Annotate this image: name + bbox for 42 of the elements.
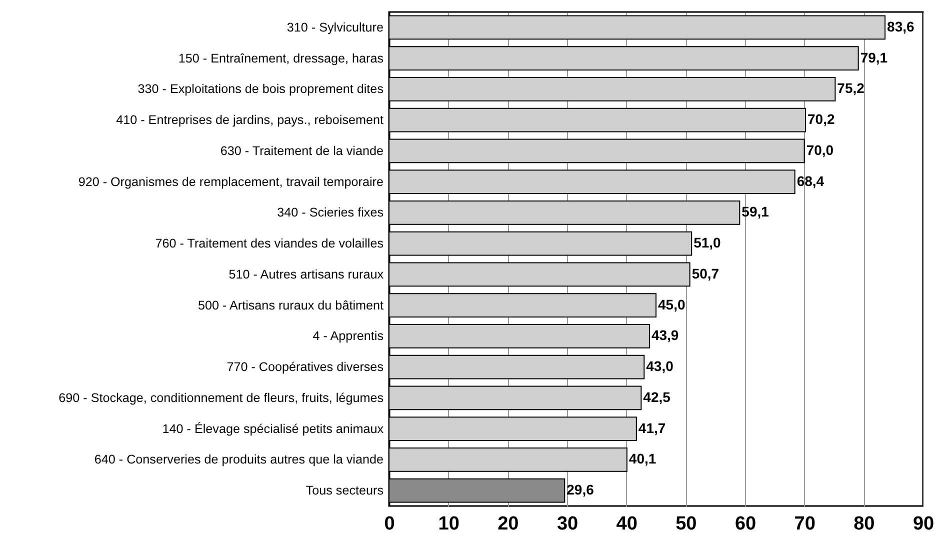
data-label: 70,0 [806, 142, 834, 158]
y-tick-label: 770 - Coopératives diverses [226, 360, 384, 374]
y-tick-label: 330 - Exploitations de bois proprement dites [138, 82, 384, 96]
y-tick-label: 760 - Traitement des viandes de volailles [155, 236, 384, 251]
y-tick-label: 630 - Traitement de la viande [220, 144, 384, 158]
x-tick-label: 20 [498, 514, 519, 534]
data-label: 29,6 [566, 482, 594, 498]
x-tick-label: 10 [438, 514, 460, 534]
x-tick-label: 70 [794, 514, 816, 534]
data-label: 59,1 [742, 204, 770, 220]
y-tick-label: 340 - Scieries fixes [277, 206, 384, 220]
y-tick-label: 920 - Organismes de remplacement, travail temporaire [78, 174, 384, 189]
data-label: 43,0 [646, 358, 674, 374]
x-tick-label: 0 [384, 514, 395, 534]
y-tick-label: 150 - Entraînement, dressage, haras [178, 51, 384, 66]
data-label: 41,7 [638, 420, 666, 436]
data-label: 79,1 [860, 49, 888, 66]
data-label: 70,2 [808, 111, 835, 128]
x-tick-label: 80 [854, 514, 875, 534]
x-tick-label: 30 [556, 514, 578, 534]
x-tick-label: 90 [912, 514, 934, 534]
y-tick-label: 410 - Entreprises de jardins, pays., reboisement [116, 113, 384, 128]
data-label: 50,7 [692, 265, 720, 282]
x-tick-label: 40 [616, 514, 638, 534]
data-label: 68,4 [796, 172, 824, 189]
y-tick-label: 4 - Apprentis [312, 329, 384, 344]
y-tick-label: 500 - Artisans ruraux du bâtiment [198, 298, 384, 312]
y-tick-label: Tous secteurs [306, 484, 384, 498]
y-tick-label: 310 - Sylviculture [286, 20, 384, 34]
y-tick-label: 640 - Conserveries de produits autres que la viande [94, 452, 384, 467]
data-label: 42,5 [643, 388, 671, 405]
y-tick-label: 140 - Élevage spécialisé petits animaux [162, 422, 384, 436]
data-label: 75,2 [837, 80, 865, 96]
data-label: 51,0 [694, 234, 722, 251]
data-label: 43,9 [651, 327, 679, 344]
data-label: 40,1 [628, 450, 656, 467]
y-tick-label: 690 - Stockage, conditionnement de fleurs, fruits, légumes [58, 390, 384, 405]
data-label: 83,6 [887, 18, 914, 34]
y-tick-label: 510 - Autres artisans ruraux [228, 267, 384, 282]
x-tick-label: 60 [734, 514, 756, 534]
data-label: 45,0 [658, 296, 686, 312]
x-tick-label: 50 [676, 514, 697, 534]
